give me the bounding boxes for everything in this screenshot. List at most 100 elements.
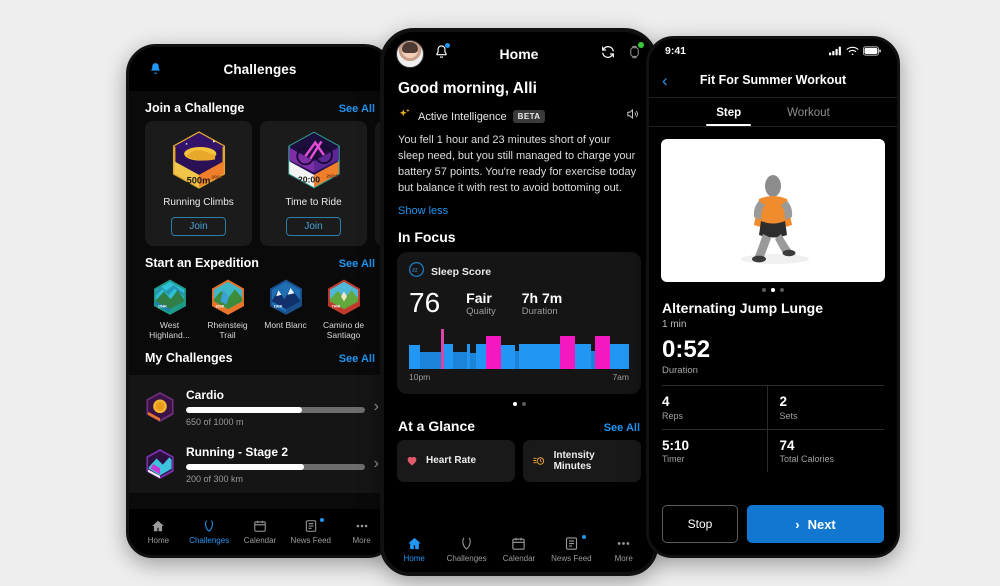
my-challenges-header: My Challenges See All	[129, 341, 391, 371]
sync-icon[interactable]	[600, 44, 616, 65]
tab-challenges[interactable]: Challenges	[440, 536, 492, 563]
challenge-progress-block: Running - Stage 2 200 of 300 km	[186, 445, 365, 484]
metric-row: 4 Reps 2 Sets	[662, 385, 884, 429]
sleep-stage-bar	[485, 335, 502, 369]
cardio-badge-icon	[146, 392, 174, 422]
battery-icon	[863, 46, 881, 56]
workout-header: ‹ Fit For Summer Workout	[649, 63, 897, 98]
challenges-body[interactable]: Join a Challenge See All 500	[129, 91, 391, 509]
challenge-card[interactable]: 500m 2024 Running Climbs Join	[145, 121, 252, 246]
list-item[interactable]: Running - Stage 2 200 of 300 km ›	[129, 436, 391, 493]
chevron-right-icon[interactable]: ›	[373, 455, 379, 473]
challenges-header: Challenges	[129, 47, 391, 91]
greeting: Good morning, Alli	[398, 80, 537, 97]
tab-workout[interactable]: Workout	[787, 107, 830, 119]
section-title: Join a Challenge	[145, 101, 245, 115]
status-bar: 9:41	[649, 39, 897, 63]
glance-card-heart-rate[interactable]: Heart Rate	[397, 439, 515, 482]
watch-device-icon[interactable]	[627, 41, 644, 66]
sleep-stage-bar	[595, 335, 610, 369]
speaker-icon[interactable]	[625, 107, 640, 126]
see-all-my-challenges[interactable]: See All	[338, 352, 375, 365]
next-button[interactable]: › Next	[747, 505, 884, 543]
notification-dot	[320, 518, 325, 522]
metric-label: Total Calories	[779, 454, 835, 465]
avatar[interactable]	[396, 40, 424, 68]
tab-more[interactable]: More	[598, 536, 650, 563]
tab-home[interactable]: Home	[388, 536, 440, 563]
workout-actions[interactable]: Stop › Next	[662, 505, 884, 543]
expedition-item[interactable]: 790K Camino de Santiago	[317, 278, 370, 341]
tab-more[interactable]: More	[336, 519, 387, 545]
tab-news-feed[interactable]: News Feed	[285, 518, 336, 545]
sleep-stage-bar	[560, 335, 575, 369]
carousel-dot[interactable]	[780, 288, 784, 292]
workout-tabs[interactable]: Step Workout	[649, 98, 897, 127]
tab-label: More	[352, 536, 371, 545]
bicycle-badge-icon: 20:00 2024	[287, 131, 340, 189]
carousel-dots[interactable]	[384, 401, 654, 406]
stop-button[interactable]: Stop	[662, 505, 738, 543]
header-actions[interactable]	[600, 41, 644, 66]
chevron-left-icon[interactable]: ‹	[662, 70, 668, 90]
see-all-join[interactable]: See All	[338, 103, 375, 115]
tab-calendar[interactable]: Calendar	[235, 519, 286, 545]
tab-challenges[interactable]: Challenges	[184, 519, 235, 545]
metric-label: Reps	[662, 410, 684, 421]
show-less-link[interactable]: Show less	[398, 204, 449, 217]
sleep-stage-bar	[609, 343, 629, 369]
heart-icon	[407, 457, 417, 466]
bell-icon[interactable]	[149, 61, 162, 81]
notifications-button[interactable]	[434, 43, 450, 65]
carousel-dot[interactable]	[521, 401, 526, 406]
metric-row: 5:10 Timer 74 Total Calories	[662, 428, 884, 473]
tab-calendar[interactable]: Calendar	[493, 536, 545, 563]
progress-text: 650 of 1000 m	[186, 416, 244, 427]
chevron-right-icon: ›	[795, 516, 800, 532]
chevron-right-icon[interactable]: ›	[373, 398, 379, 416]
carousel-dot[interactable]	[512, 401, 517, 406]
exercise-animation[interactable]	[661, 139, 885, 282]
expedition-name: Rheinsteig Trail	[207, 320, 248, 340]
join-button[interactable]: Join	[286, 217, 341, 236]
expedition-item[interactable]: 190K Mont Blanc	[259, 278, 312, 341]
duration-value: 0:52	[662, 336, 711, 363]
see-all-expedition[interactable]: See All	[338, 258, 375, 270]
tab-news-feed[interactable]: News Feed	[545, 534, 597, 563]
challenge-card[interactable]: 20:00 2024 Time to Ride Join	[260, 121, 367, 246]
expedition-item[interactable]: 320K Rheinsteig Trail	[201, 278, 254, 341]
wifi-icon	[846, 46, 859, 56]
sleep-score-card[interactable]: zz Sleep Score 76 Fair Quality 7h 7m Dur…	[397, 251, 641, 394]
svg-text:20:00: 20:00	[297, 174, 319, 184]
carousel-dot[interactable]	[762, 288, 766, 292]
expedition-item[interactable]: 154K West Highland...	[143, 278, 196, 341]
phone-workout: 9:41 ‹ Fit For Summer Workout Step Worko…	[646, 36, 900, 558]
tab-label: Challenges	[189, 536, 230, 545]
tab-step[interactable]: Step	[706, 98, 752, 126]
section-title: At a Glance	[398, 417, 476, 434]
list-item[interactable]: Cardio 650 of 1000 m ›	[129, 379, 391, 436]
metric-value: 2	[779, 394, 788, 409]
expedition-name: Mont Blanc	[264, 320, 307, 330]
glance-card-intensity-minutes[interactable]: Intensity Minutes	[523, 439, 641, 482]
phone-challenges: Challenges Join a Challenge See All	[126, 44, 394, 558]
duration-value: 7h 7m	[521, 289, 563, 306]
sleep-quality: Fair Quality	[466, 290, 496, 317]
challenge-name: Running - Stage 2	[186, 444, 288, 459]
see-all-at-a-glance[interactable]: See All	[603, 421, 640, 434]
bottom-tabbar[interactable]: Home Challenges Calendar News Feed	[384, 526, 654, 572]
sleep-stage-bar	[452, 351, 467, 369]
carousel-dot[interactable]	[771, 288, 775, 292]
video-carousel-dots[interactable]	[649, 288, 897, 292]
progress-bar	[186, 406, 365, 413]
axis-end-label: 7am	[612, 371, 629, 382]
tab-home[interactable]: Home	[133, 519, 184, 545]
tab-label: Home	[147, 536, 170, 545]
join-button[interactable]: Join	[171, 217, 226, 236]
at-a-glance-cards[interactable]: Heart Rate Intensity Minutes	[384, 439, 654, 482]
join-challenge-cards[interactable]: 500m 2024 Running Climbs Join	[129, 121, 391, 246]
expedition-list[interactable]: 154K West Highland... 320K	[129, 276, 391, 341]
bottom-tabbar[interactable]: Home Challenges Calendar News Feed	[129, 509, 391, 555]
glance-label: Heart Rate	[426, 455, 477, 467]
